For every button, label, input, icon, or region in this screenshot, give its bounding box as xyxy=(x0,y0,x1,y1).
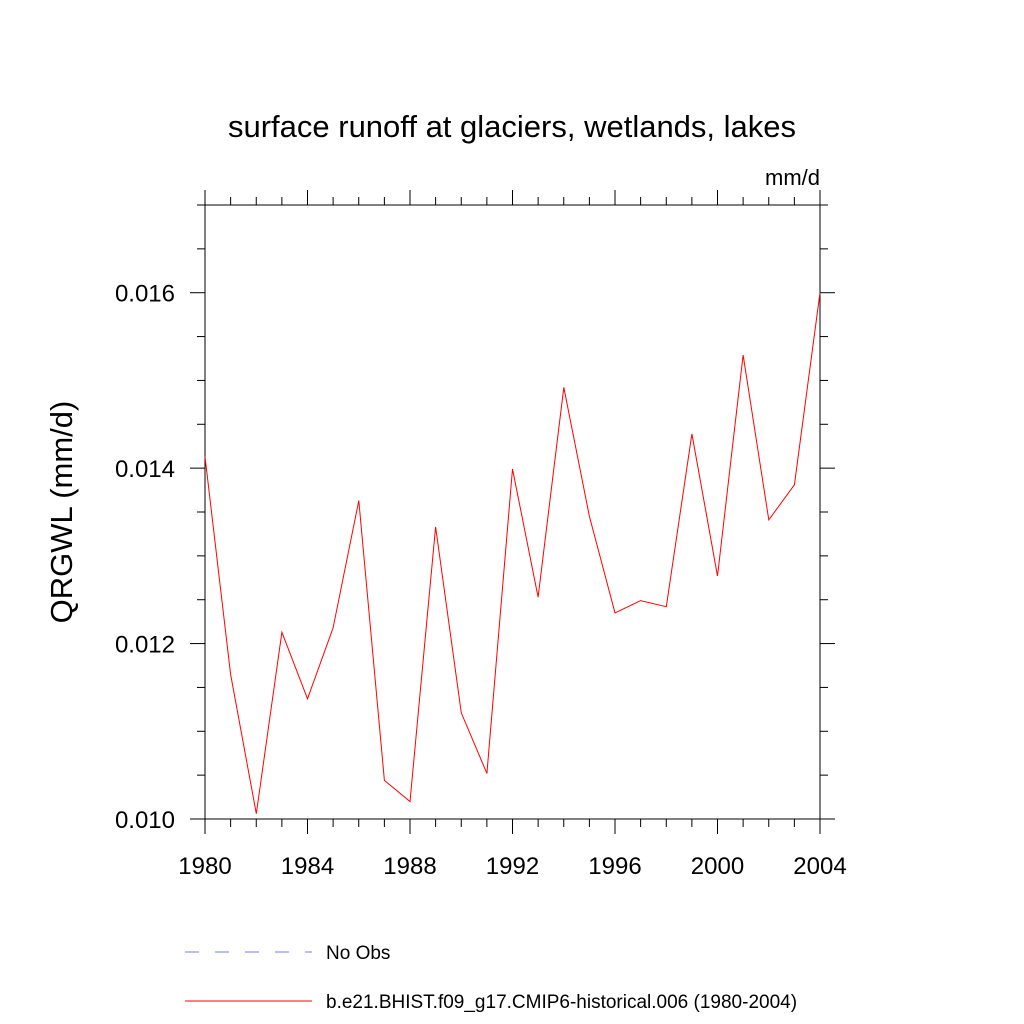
x-tick-label: 1996 xyxy=(588,853,641,880)
chart-title: surface runoff at glaciers, wetlands, la… xyxy=(228,109,796,144)
y-tick-label: 0.012 xyxy=(115,632,175,659)
data-series xyxy=(204,292,821,814)
y-tick-label: 0.014 xyxy=(115,456,175,483)
x-tick-label: 1988 xyxy=(383,853,436,880)
y-tick-labels: 0.010 0.012 0.014 0.016 xyxy=(115,281,175,834)
legend-label: No Obs xyxy=(326,943,390,964)
legend-label: b.e21.BHIST.f09_g17.CMIP6-historical.006… xyxy=(326,992,797,1013)
plot-frame xyxy=(204,204,821,820)
legend: No Obs b.e21.BHIST.f09_g17.CMIP6-historic… xyxy=(185,943,797,1013)
x-tick-label: 1980 xyxy=(178,853,231,880)
x-tick-label: 1992 xyxy=(486,853,539,880)
y-tick-label: 0.016 xyxy=(115,281,175,308)
x-tick-label: 2004 xyxy=(793,853,846,880)
x-tick-labels: 1980 1984 1988 1992 1996 2000 2004 xyxy=(178,853,846,880)
x-tick-label: 1984 xyxy=(281,853,334,880)
units-label: mm/d xyxy=(765,165,820,190)
axis-ticks xyxy=(190,190,835,834)
y-tick-label: 0.010 xyxy=(115,807,175,834)
y-axis-label: QRGWL (mm/d) xyxy=(44,401,79,624)
x-tick-label: 2000 xyxy=(691,853,744,880)
series-line xyxy=(204,292,821,814)
